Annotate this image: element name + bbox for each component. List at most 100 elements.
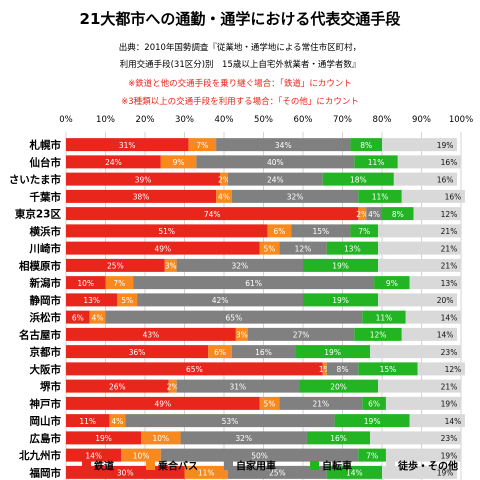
bar-segment (160, 448, 359, 462)
bar-segment (231, 345, 296, 359)
bar-segment (362, 310, 406, 324)
bar-data-label: 30% (117, 469, 134, 478)
bar-segment (334, 414, 410, 428)
bar-data-label: 13% (344, 244, 361, 253)
category-label: 東京23区 (15, 208, 62, 221)
bar-segment (370, 431, 461, 445)
bar-segment (358, 207, 367, 221)
bar-segment (385, 448, 461, 462)
bar-data-label: 14% (85, 451, 102, 460)
bar-segment (227, 465, 327, 479)
bar-segment (370, 345, 461, 359)
bar-data-label: 3% (165, 262, 177, 271)
bar-segment (227, 172, 323, 186)
bar-segment (133, 276, 375, 290)
bar-segment (303, 293, 379, 307)
bar-data-label: 8% (392, 210, 404, 219)
chart-note-1: ※鉄道と他の交通手段を乗り継ぐ場合：「鉄道」にカウント (128, 78, 352, 89)
bar-segment (247, 327, 355, 341)
bar-segment (220, 172, 228, 186)
bar-data-label: 23% (441, 434, 458, 443)
bar-data-label: 19% (364, 417, 381, 426)
bar-data-label: 12% (441, 210, 458, 219)
bar-segment (354, 155, 398, 169)
category-label: 浜松市 (30, 311, 62, 324)
bar-data-label: 19% (332, 262, 349, 271)
bar-data-label: 4% (368, 210, 380, 219)
bar-data-label: 5% (263, 400, 275, 409)
bar-segment (117, 293, 138, 307)
bar-data-label: 19% (441, 451, 458, 460)
bar-data-label: 26% (109, 382, 126, 391)
x-tick-label: 100% (449, 115, 473, 125)
bar-data-label: 18% (350, 175, 367, 184)
bar-data-label: 19% (437, 469, 454, 478)
bar-data-label: 12% (445, 365, 462, 374)
bar-segment (382, 465, 458, 479)
bar-data-label: 19% (324, 348, 341, 357)
bar-segment (164, 258, 177, 272)
bar-segment (382, 138, 458, 152)
bar-segment (235, 327, 248, 341)
bar-segment (184, 465, 228, 479)
bar-segment (409, 276, 461, 290)
bar-data-label: 19% (332, 296, 349, 305)
bar-data-label: 34% (275, 141, 292, 150)
bar-segment (125, 414, 335, 428)
category-label: 札幌市 (29, 139, 62, 152)
bar-segment (354, 327, 402, 341)
bars: 31% 7% 34% 8% 19% 24% 9% 40% 11% 16% 39% 2% 24% 18% 16… (66, 138, 465, 479)
bar-segment (409, 414, 465, 428)
bar-data-label: 6% (214, 348, 226, 357)
bar-data-label: 65% (226, 313, 243, 322)
bar-data-label: 11% (376, 313, 393, 322)
category-label: 川崎市 (29, 242, 62, 255)
bar-data-label: 25% (107, 262, 124, 271)
bar-segment (322, 172, 394, 186)
bar-data-label: 9% (173, 158, 185, 167)
bar-segment (66, 431, 142, 445)
bar-segment (188, 138, 217, 152)
bar-segment (176, 258, 303, 272)
bar-segment (109, 414, 126, 428)
x-tick-label: 30% (175, 115, 194, 125)
chart-note-2: ※3種類以上の交通手段を利用する場合：「その他」にカウント (121, 96, 359, 107)
legend: 鉄道 乗合バス 自家用車 自転車 徒歩・その他 (82, 460, 458, 473)
bar-segment (66, 207, 359, 221)
bar-data-label: 19% (95, 434, 112, 443)
bar-segment (267, 224, 292, 238)
x-axis-ticks: 0% 10% 20% 30% 40% 50% 60% 70% 80% 90% 100% (59, 115, 473, 125)
bar-segment (306, 431, 371, 445)
bar-data-label: 31% (229, 382, 246, 391)
category-label: 仙台市 (30, 156, 62, 169)
bar-segment (66, 448, 122, 462)
bar-segment (176, 379, 300, 393)
chart-subtitle-line-2: 利用交通手段(31区分)別 15歳以上自宅外就業者・通学者数』 (120, 59, 361, 70)
bar-data-label: 36% (129, 348, 146, 357)
bar-data-label: 74% (204, 210, 221, 219)
bar-data-label: 7% (113, 279, 125, 288)
bar-segment (358, 362, 418, 376)
bar-data-label: 12% (295, 244, 312, 253)
bar-data-label: 2% (167, 382, 179, 391)
x-tick-label: 20% (136, 115, 155, 125)
bar-data-label: 2% (218, 175, 230, 184)
x-tick-label: 40% (215, 115, 234, 125)
bar-segment (358, 189, 402, 203)
bar-data-label: 5% (121, 296, 133, 305)
bar-segment (326, 241, 379, 255)
bar-segment (350, 224, 379, 238)
bar-data-label: 49% (154, 244, 171, 253)
bar-segment (66, 241, 260, 255)
bar-segment (196, 155, 355, 169)
bar-data-label: 4% (111, 417, 123, 426)
bar-data-label: 11% (198, 469, 215, 478)
bar-segment (231, 189, 359, 203)
legend-label: 徒歩・その他 (397, 460, 458, 473)
bar-segment (66, 396, 260, 410)
bar-data-label: 16% (445, 193, 462, 202)
bar-data-label: 49% (154, 400, 171, 409)
bar-data-label: 13% (83, 296, 100, 305)
bar-segment (378, 224, 461, 238)
bar-data-label: 16% (441, 158, 458, 167)
